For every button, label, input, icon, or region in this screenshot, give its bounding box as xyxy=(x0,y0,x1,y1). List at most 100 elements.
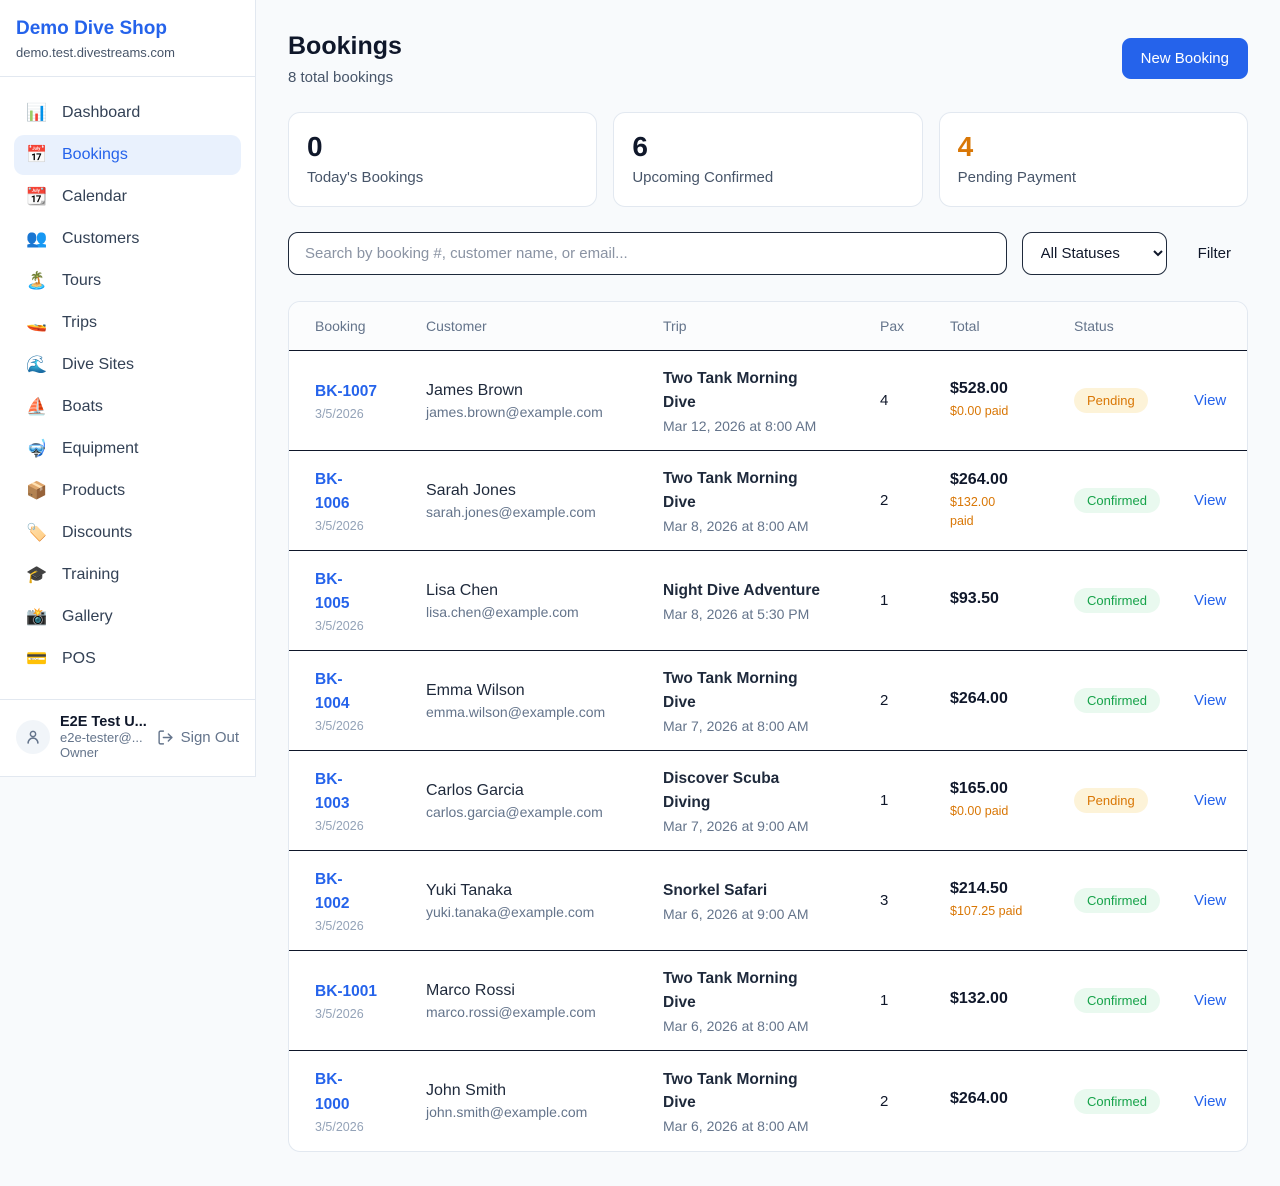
status-badge: Confirmed xyxy=(1074,488,1160,513)
table-row: BK- 1003 3/5/2026 Carlos Garcia carlos.g… xyxy=(289,751,1247,851)
table-row: BK- 1002 3/5/2026 Yuki Tanaka yuki.tanak… xyxy=(289,851,1247,951)
status-badge: Pending xyxy=(1074,388,1148,413)
view-link[interactable]: View xyxy=(1194,492,1227,509)
person-icon xyxy=(27,730,39,744)
view-link[interactable]: View xyxy=(1194,792,1227,809)
new-booking-button[interactable]: New Booking xyxy=(1121,38,1248,79)
status-badge: Confirmed xyxy=(1074,588,1160,613)
camera-icon: 📸 xyxy=(26,607,48,626)
sidebar-header: Demo Dive Shop demo.test.divestreams.com xyxy=(0,0,255,77)
table-row: BK-1007 3/5/2026 James Brown james.brown… xyxy=(289,351,1247,451)
view-link[interactable]: View xyxy=(1194,992,1227,1009)
table-row: BK- 1000 3/5/2026 John Smith john.smith@… xyxy=(289,1051,1247,1151)
booking-id-link[interactable]: BK-1007 xyxy=(315,382,378,400)
user-info: E2E Test U... e2e-tester@... Owner xyxy=(60,714,147,760)
total-amount: $528.00 xyxy=(950,380,1008,398)
user-email: e2e-tester@... xyxy=(60,730,143,745)
sidebar-item-label: Trips xyxy=(62,314,97,331)
booking-id-link[interactable]: BK- 1002 xyxy=(315,870,350,912)
stat-label: Pending Payment xyxy=(957,169,1077,186)
customer-name: Carlos Garcia xyxy=(426,781,524,799)
sidebar-item-trips[interactable]: 🚤 Trips xyxy=(14,303,241,343)
brand-domain: demo.test.divestreams.com xyxy=(16,45,175,60)
stat-card-todays-bookings: 0 Today's Bookings xyxy=(288,112,598,207)
customer-name: Emma Wilson xyxy=(426,681,525,699)
sidebar-item-discounts[interactable]: 🏷️ Discounts xyxy=(14,513,241,553)
booking-id-link[interactable]: BK- 1004 xyxy=(315,670,350,712)
status-filter-select[interactable]: All Statuses xyxy=(1021,232,1167,275)
trip-datetime: Mar 6, 2026 at 8:00 AM xyxy=(663,1118,809,1135)
sign-out-label: Sign Out xyxy=(180,728,239,746)
booking-id-link[interactable]: BK- 1003 xyxy=(315,770,350,812)
people-icon: 👥 xyxy=(26,229,48,248)
sidebar-item-calendar[interactable]: 📆 Calendar xyxy=(14,177,241,217)
column-header-booking: Booking xyxy=(315,318,366,334)
trip-name: Two Tank Morning Dive xyxy=(663,670,798,711)
sidebar-item-tours[interactable]: 🏝️ Tours xyxy=(14,261,241,301)
table-row: BK-1001 3/5/2026 Marco Rossi marco.rossi… xyxy=(289,951,1247,1051)
trip-datetime: Mar 7, 2026 at 8:00 AM xyxy=(663,717,809,734)
stat-card-pending-payment: 4 Pending Payment xyxy=(938,112,1248,207)
speedboat-icon: 🚤 xyxy=(26,313,48,332)
sidebar-item-training[interactable]: 🎓 Training xyxy=(14,555,241,595)
column-header-total: Total xyxy=(950,318,980,334)
paid-amount: $0.00 paid xyxy=(950,804,1009,819)
stat-value: 0 xyxy=(307,131,323,162)
credit-card-icon: 💳 xyxy=(26,649,48,668)
tag-icon: 🏷️ xyxy=(26,523,48,542)
trip-datetime: Mar 8, 2026 at 8:00 AM xyxy=(663,517,809,534)
total-amount: $264.00 xyxy=(950,689,1008,707)
view-link[interactable]: View xyxy=(1194,1092,1227,1110)
sidebar-item-label: Customers xyxy=(62,230,140,247)
booking-id-link[interactable]: BK-1001 xyxy=(315,982,378,1000)
sidebar-item-products[interactable]: 📦 Products xyxy=(14,471,241,511)
customer-name: John Smith xyxy=(426,1082,507,1099)
sidebar-item-label: Products xyxy=(62,482,126,499)
customer-name: Lisa Chen xyxy=(426,581,499,599)
total-amount: $93.50 xyxy=(950,589,999,607)
booking-id-link[interactable]: BK- 1005 xyxy=(315,570,350,612)
sidebar-item-equipment[interactable]: 🤿 Equipment xyxy=(14,429,241,469)
search-input[interactable] xyxy=(288,232,1007,275)
trip-name: Two Tank Morning Dive xyxy=(663,370,798,411)
customer-name: James Brown xyxy=(426,381,523,399)
sidebar-item-bookings[interactable]: 📅 Bookings xyxy=(14,135,241,175)
sidebar-item-boats[interactable]: ⛵ Boats xyxy=(14,387,241,427)
trip-datetime: Mar 6, 2026 at 8:00 AM xyxy=(663,1017,809,1034)
customer-email: john.smith@example.com xyxy=(426,1104,588,1120)
booking-date: 3/5/2026 xyxy=(315,819,364,834)
view-link[interactable]: View xyxy=(1194,692,1227,709)
sidebar-item-label: Boats xyxy=(62,398,103,415)
view-link[interactable]: View xyxy=(1194,392,1227,409)
sidebar-footer: E2E Test U... e2e-tester@... Owner Sign … xyxy=(0,699,255,776)
sidebar-item-label: Calendar xyxy=(62,188,127,205)
trip-name: Two Tank Morning Dive xyxy=(663,970,798,1011)
status-badge: Confirmed xyxy=(1074,888,1160,913)
sidebar-item-dive-sites[interactable]: 🌊 Dive Sites xyxy=(14,345,241,385)
sidebar-item-pos[interactable]: 💳 POS xyxy=(14,639,241,679)
brand-name: Demo Dive Shop xyxy=(16,18,167,39)
column-header-trip: Trip xyxy=(663,318,687,334)
view-link[interactable]: View xyxy=(1194,592,1227,609)
package-icon: 📦 xyxy=(26,481,48,500)
stat-label: Today's Bookings xyxy=(307,169,424,186)
sidebar-item-customers[interactable]: 👥 Customers xyxy=(14,219,241,259)
customer-email: yuki.tanaka@example.com xyxy=(426,903,595,920)
booking-id-link[interactable]: BK- 1006 xyxy=(315,470,350,512)
booking-date: 3/5/2026 xyxy=(315,1119,364,1134)
sign-out-button[interactable]: Sign Out xyxy=(157,729,239,746)
customer-email: emma.wilson@example.com xyxy=(426,703,606,720)
stat-label: Upcoming Confirmed xyxy=(632,169,774,186)
paid-amount: $0.00 paid xyxy=(950,404,1009,419)
sidebar: Demo Dive Shop demo.test.divestreams.com… xyxy=(0,0,256,777)
stats-cards: 0 Today's Bookings 6 Upcoming Confirmed … xyxy=(288,112,1248,207)
customer-email: lisa.chen@example.com xyxy=(426,603,579,620)
page-title: Bookings xyxy=(288,32,402,60)
status-badge: Pending xyxy=(1074,788,1148,813)
sidebar-item-dashboard[interactable]: 📊 Dashboard xyxy=(14,93,241,133)
view-link[interactable]: View xyxy=(1194,892,1227,909)
booking-id-link[interactable]: BK- 1000 xyxy=(315,1071,350,1113)
customer-email: carlos.garcia@example.com xyxy=(426,803,603,820)
sidebar-item-gallery[interactable]: 📸 Gallery xyxy=(14,597,241,637)
page-header: Bookings 8 total bookings New Booking xyxy=(288,32,1248,86)
